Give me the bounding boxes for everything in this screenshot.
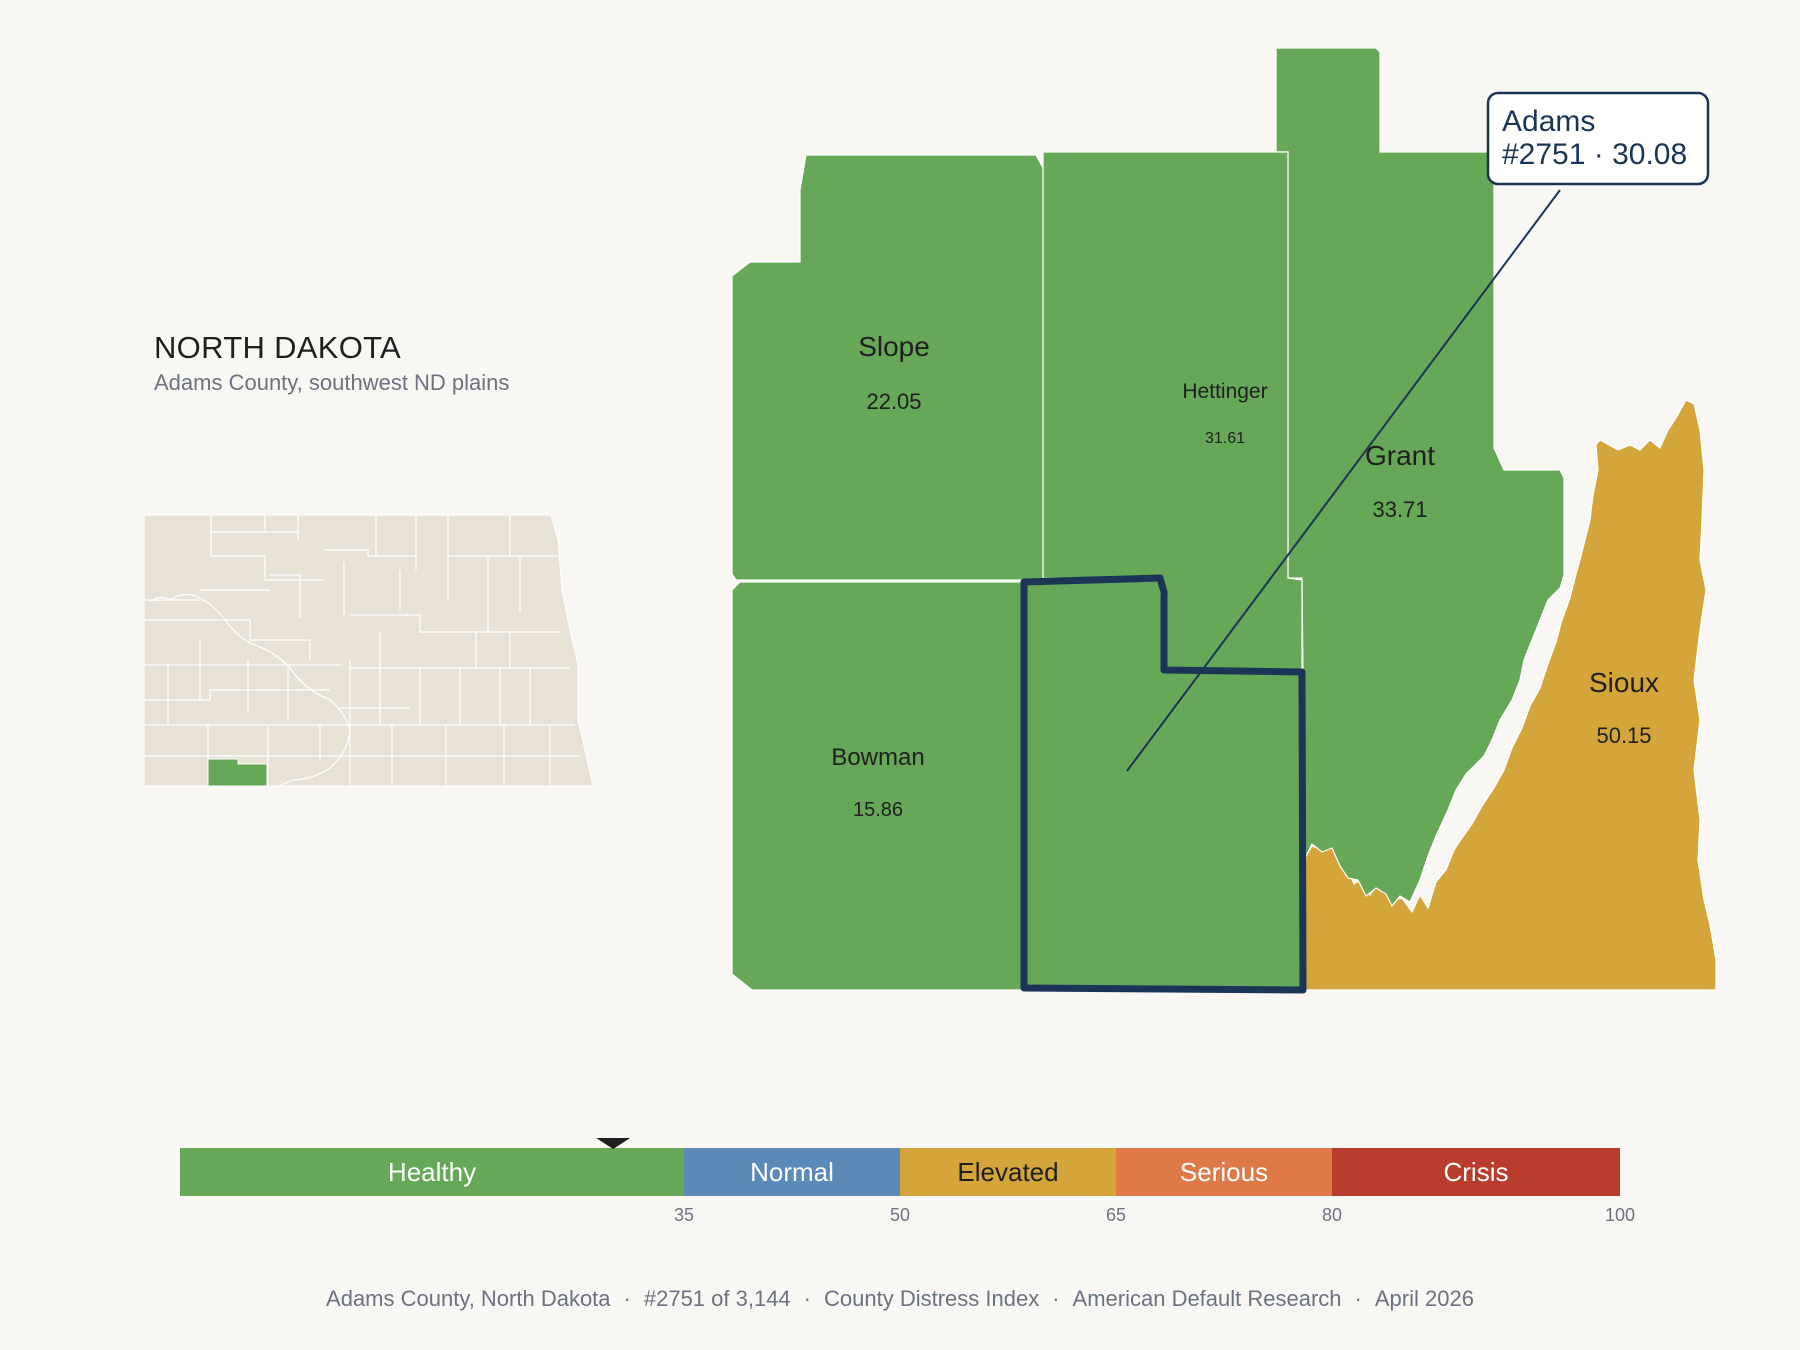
legend-tick-label: 100 — [1605, 1205, 1635, 1225]
legend-label-serious: Serious — [1180, 1157, 1268, 1187]
callout-detail: #2751 · 30.08 — [1502, 138, 1687, 171]
state-subtitle: Adams County, southwest ND plains — [154, 370, 510, 395]
callout: Adams #2751 · 30.08 — [1126, 91, 1710, 772]
legend-segment-elevated — [900, 1148, 1116, 1196]
footer-county: Adams County, North Dakota — [326, 1286, 611, 1311]
county-labels: Slope 22.05 Hettinger 31.61 Grant 33.71 … — [831, 331, 1659, 821]
legend-segment-healthy — [180, 1148, 684, 1196]
county-value-bowman: 15.86 — [853, 799, 903, 821]
callout-box — [1486, 91, 1710, 186]
footer-separator: · — [1354, 1286, 1362, 1311]
county-value-hettinger: 31.61 — [1205, 430, 1245, 447]
footer-rank: #2751 of 3,144 — [643, 1286, 791, 1311]
legend-segment-normal — [684, 1148, 900, 1196]
county-bowman[interactable] — [731, 581, 1023, 991]
county-label-bowman: Bowman — [831, 744, 924, 771]
county-label-hettinger: Hettinger — [1182, 380, 1267, 403]
county-value-slope: 22.05 — [866, 389, 921, 414]
footer: Adams County, North Dakota · #2751 of 3,14… — [0, 1286, 1800, 1312]
legend-tick-label: 35 — [674, 1205, 694, 1225]
adams-highlight-outline — [1020, 574, 1307, 994]
locator-adams-county — [207, 758, 268, 787]
locator-county-lines — [144, 515, 580, 787]
footer-separator: · — [803, 1286, 811, 1311]
county-sioux[interactable] — [1299, 399, 1717, 991]
legend-label-elevated: Elevated — [957, 1157, 1058, 1187]
legend-label-normal: Normal — [750, 1157, 834, 1187]
county-adams[interactable] — [1022, 578, 1304, 990]
state-title: NORTH DAKOTA — [154, 330, 402, 365]
county-label-grant: Grant — [1365, 440, 1435, 471]
footer-separator: · — [1052, 1286, 1060, 1311]
county-map — [731, 47, 1717, 994]
locator-state-shape — [143, 514, 594, 787]
footer-index-name: County Distress Index — [824, 1286, 1040, 1311]
legend-scale: Healthy Normal Elevated Serious Crisis 35 50 65… — [180, 1138, 1635, 1225]
legend-tick-label: 50 — [890, 1205, 910, 1225]
callout-leader-line — [1126, 189, 1561, 772]
legend-segment-crisis — [1332, 1148, 1620, 1196]
county-label-sioux: Sioux — [1589, 667, 1659, 698]
legend-segment-serious — [1116, 1148, 1332, 1196]
footer-separator: · — [623, 1286, 631, 1311]
callout-name: Adams — [1502, 105, 1595, 138]
legend-marker-triangle — [596, 1138, 631, 1149]
legend-label-crisis: Crisis — [1444, 1157, 1509, 1187]
legend-tick-label: 65 — [1106, 1205, 1126, 1225]
county-value-sioux: 50.15 — [1596, 723, 1651, 748]
legend-label-healthy: Healthy — [388, 1157, 476, 1187]
footer-publisher: American Default Research — [1072, 1286, 1342, 1311]
county-slope[interactable] — [731, 154, 1044, 581]
county-label-slope: Slope — [858, 331, 930, 362]
locator-map — [143, 514, 594, 787]
footer-date: April 2026 — [1374, 1286, 1474, 1311]
county-value-grant: 33.71 — [1372, 497, 1427, 522]
legend-tick-label: 80 — [1322, 1205, 1342, 1225]
